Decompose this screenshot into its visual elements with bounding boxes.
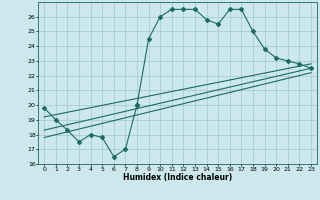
X-axis label: Humidex (Indice chaleur): Humidex (Indice chaleur) <box>123 173 232 182</box>
